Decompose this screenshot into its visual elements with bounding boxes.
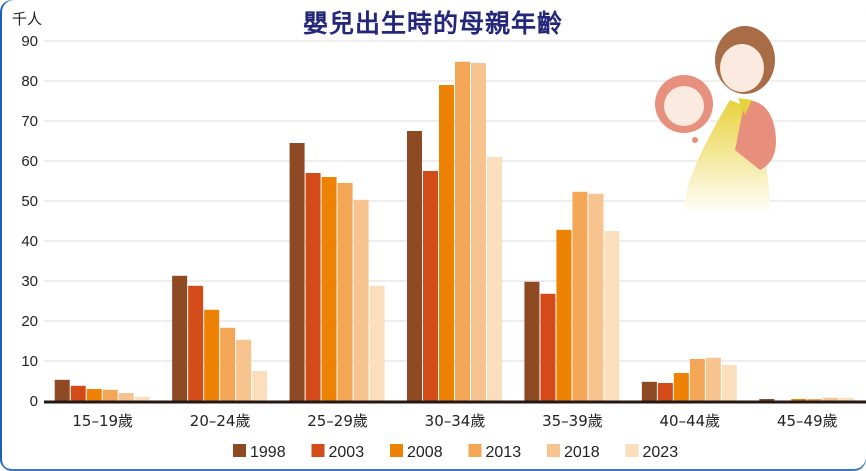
x-tick-label: 15–19歲 — [72, 412, 133, 430]
chart-title: 嬰兒出生時的母親年齡 — [302, 9, 563, 38]
bar-2003-1 — [188, 285, 204, 401]
bar-1998-1 — [172, 275, 188, 401]
legend-label: 2013 — [486, 444, 522, 461]
y-tick-label: 70 — [21, 113, 38, 130]
bar-2023-0 — [134, 397, 150, 401]
legend-swatch-2008 — [390, 444, 403, 457]
bar-2013-6 — [807, 399, 823, 401]
bar-2018-1 — [236, 339, 252, 401]
bar-2023-1 — [252, 371, 268, 401]
y-axis-unit-label: 千人 — [12, 10, 43, 28]
y-tick-label: 10 — [21, 353, 38, 370]
x-tick-label: 45–49歲 — [777, 412, 838, 430]
bar-1998-5 — [641, 381, 657, 401]
bar-2008-4 — [556, 229, 572, 401]
bar-2023-2 — [369, 285, 385, 401]
legend-label: 1998 — [250, 444, 286, 461]
bar-2003-3 — [423, 171, 438, 401]
bar-2008-6 — [791, 399, 807, 401]
x-tick-label: 25–29歲 — [307, 412, 368, 430]
bar-2018-2 — [353, 199, 369, 401]
x-tick-label: 35–39歲 — [542, 412, 603, 430]
bar-2008-3 — [439, 85, 454, 401]
bar-2023-4 — [604, 231, 620, 401]
bar-2023-3 — [487, 157, 502, 401]
bar-2008-5 — [673, 373, 689, 401]
x-tick-label: 30–34歲 — [425, 412, 486, 430]
bar-2008-1 — [204, 309, 220, 401]
y-tick-label: 80 — [21, 73, 38, 90]
bar-2018-0 — [118, 393, 134, 401]
bar-2023-5 — [721, 365, 737, 401]
legend-swatch-2018 — [547, 444, 560, 457]
y-tick-label: 60 — [21, 153, 38, 170]
bar-2018-5 — [705, 357, 721, 401]
bar-2013-2 — [337, 183, 353, 401]
legend-label: 2023 — [643, 444, 679, 461]
bar-2018-3 — [471, 63, 486, 401]
legend-swatch-2023 — [625, 444, 639, 457]
bar-2018-6 — [823, 397, 839, 401]
y-tick-label: 0 — [30, 393, 38, 410]
legend-label: 2018 — [564, 444, 600, 461]
legend-swatch-2013 — [468, 444, 482, 457]
y-tick-label: 90 — [21, 33, 38, 50]
bar-2023-6 — [839, 397, 855, 401]
bar-2008-0 — [86, 389, 102, 401]
legend-label: 2003 — [329, 444, 365, 461]
bar-1998-2 — [289, 143, 305, 401]
bar-2013-0 — [102, 389, 118, 401]
y-tick-label: 40 — [21, 233, 38, 250]
bar-1998-6 — [759, 399, 775, 401]
y-tick-label: 50 — [21, 193, 38, 210]
bar-1998-0 — [54, 379, 70, 401]
y-tick-label: 20 — [21, 313, 38, 330]
x-tick-label: 20–24歲 — [190, 412, 251, 430]
bar-2003-4 — [540, 293, 556, 401]
bar-1998-3 — [407, 131, 422, 401]
bar-2003-5 — [657, 383, 673, 401]
bar-2018-4 — [588, 193, 604, 401]
bar-2013-3 — [455, 61, 470, 402]
bar-2013-5 — [689, 359, 705, 401]
y-tick-label: 30 — [21, 273, 38, 290]
bar-2003-0 — [70, 385, 86, 401]
x-tick-label: 40–44歲 — [660, 412, 721, 430]
legend-swatch-2003 — [311, 444, 325, 457]
bar-2013-1 — [220, 327, 236, 401]
bar-2013-4 — [572, 191, 588, 401]
bar-2003-2 — [305, 173, 321, 401]
bar-2008-2 — [321, 177, 337, 401]
legend-label: 2008 — [407, 444, 443, 461]
legend-swatch-1998 — [233, 444, 246, 457]
bar-1998-4 — [524, 281, 540, 401]
